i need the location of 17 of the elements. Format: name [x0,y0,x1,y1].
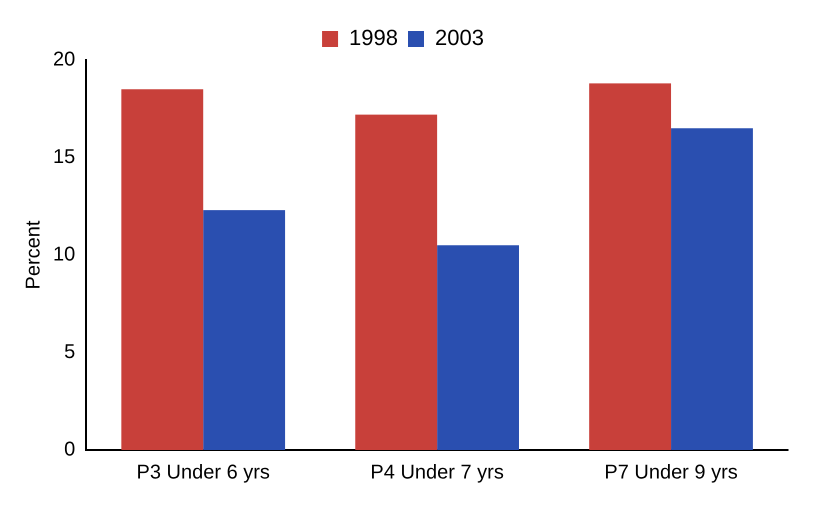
x-tick-label: P7 Under 9 yrs [604,462,738,484]
y-tick-label: 15 [52,146,76,168]
x-tick-label: P4 Under 7 yrs [370,462,504,484]
bar [121,89,204,450]
bar [437,245,519,450]
y-tick-label: 0 [64,438,76,461]
y-tick-label: 5 [64,341,76,364]
bar [589,83,672,450]
legend-label: 1998 [349,25,398,50]
y-tick-label: 20 [52,48,76,71]
legend-label: 2003 [435,25,484,50]
bar [671,128,753,450]
y-axis-title: Percent [22,220,45,290]
x-tick-label: P3 Under 6 yrs [136,462,270,484]
bar [355,114,438,450]
bar [203,210,286,450]
y-tick-label: 10 [52,244,76,266]
